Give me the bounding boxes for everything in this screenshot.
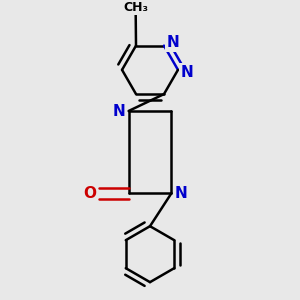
- Text: CH₃: CH₃: [123, 1, 148, 14]
- Text: N: N: [174, 186, 187, 201]
- Text: O: O: [83, 186, 97, 201]
- Text: N: N: [167, 35, 180, 50]
- Text: N: N: [113, 103, 126, 118]
- Text: N: N: [181, 65, 194, 80]
